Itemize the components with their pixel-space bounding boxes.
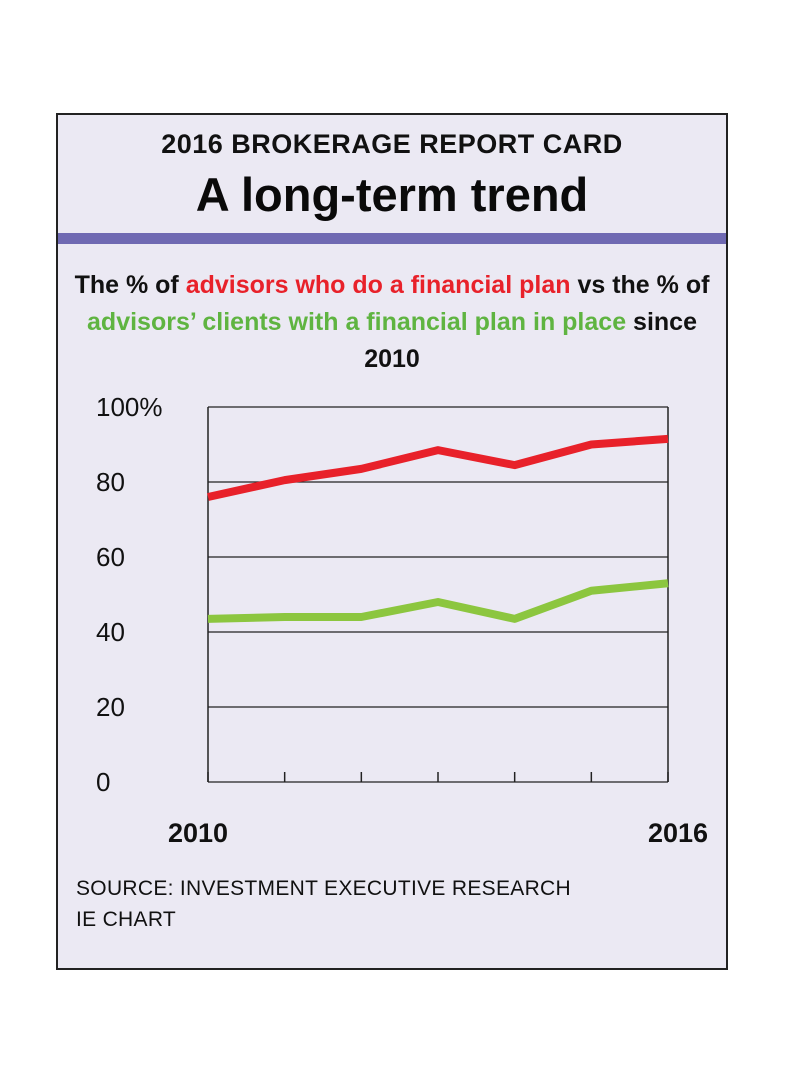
- subtitle-text-3: since 2010: [364, 308, 697, 373]
- y-tick-label-100: 100%: [96, 392, 163, 422]
- x-tick-label-2010: 2010: [168, 818, 228, 848]
- credit-line: IE CHART: [76, 908, 177, 931]
- source-line: SOURCE: INVESTMENT EXECUTIVE RESEARCH: [76, 877, 571, 900]
- subtitle-text-1: The % of: [74, 271, 186, 299]
- subtitle-text-2: vs the % of: [570, 271, 710, 299]
- chart-headline: A long-term trend: [195, 168, 589, 221]
- y-tick-label-80: 80: [96, 467, 125, 497]
- y-tick-label-20: 20: [96, 692, 125, 722]
- line-chart: 100% 80 60 40 20 0 2010 2016: [96, 392, 708, 848]
- chart-kicker: 2016 BROKERAGE REPORT CARD: [161, 129, 623, 159]
- header-divider: [58, 233, 726, 244]
- subtitle-advisors-plan: advisors who do a financial plan: [185, 271, 571, 299]
- chart-card: 2016 BROKERAGE REPORT CARD A long-term t…: [56, 113, 728, 970]
- x-tick-label-2016: 2016: [648, 818, 708, 848]
- subtitle-clients-plan: advisors’ clients with a financial plan …: [87, 308, 627, 336]
- series-line-0: [207, 434, 669, 501]
- y-tick-label-40: 40: [96, 617, 125, 647]
- y-tick-label-0: 0: [96, 767, 110, 797]
- chart-source: SOURCE: INVESTMENT EXECUTIVE RESEARCH IE…: [76, 873, 571, 935]
- chart-subtitle: The % of advisors who do a financial pla…: [68, 267, 716, 378]
- y-tick-label-60: 60: [96, 542, 125, 572]
- series-line-1: [207, 579, 669, 623]
